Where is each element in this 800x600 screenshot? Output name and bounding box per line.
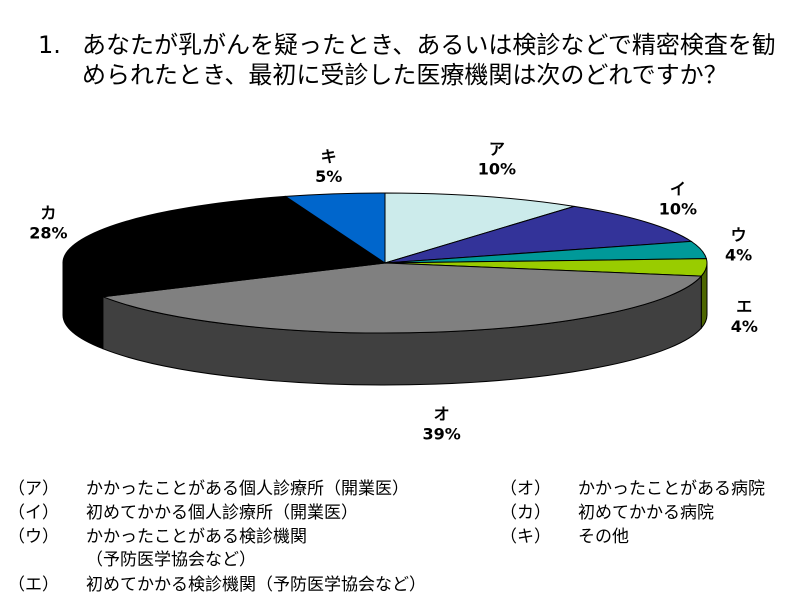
slice-value-label: 5% [315,167,342,186]
pie-slice-o [102,262,703,334]
question-number: 1. [38,31,61,59]
slice-key-label: オ [434,405,450,424]
slice-key-label: ウ [731,226,747,245]
question-text: あなたが乳がんを疑ったとき、あるいは検診などで精密検査を勧められたとき、最初に受… [82,31,776,89]
slice-value-label: 28% [29,224,67,243]
pie-slice-ka [62,195,387,298]
pie-slice-a [384,192,575,264]
slice-value-label: 39% [422,425,460,444]
pie-slice-i [384,205,693,264]
slice-key-label: ア [489,139,505,158]
pie-tops [62,192,708,334]
slice-value-label: 4% [731,317,758,336]
slice-key-label: エ [736,297,752,316]
pie-labels: ア10%イ10%ウ4%エ4%オ39%カ28%キ5% [29,139,758,443]
pie-slice-ki [284,192,386,264]
slice-key-label: キ [321,147,337,166]
slice-key-label: カ [40,204,56,223]
slice-key-label: イ [670,179,686,198]
chart-title: 1. あなたが乳がんを疑ったとき、あるいは検診などで精密検査を勧められたとき、最… [38,30,778,90]
slice-value-label: 10% [478,159,516,178]
slice-value-label: 4% [725,246,752,265]
slice-value-label: 10% [659,199,697,218]
